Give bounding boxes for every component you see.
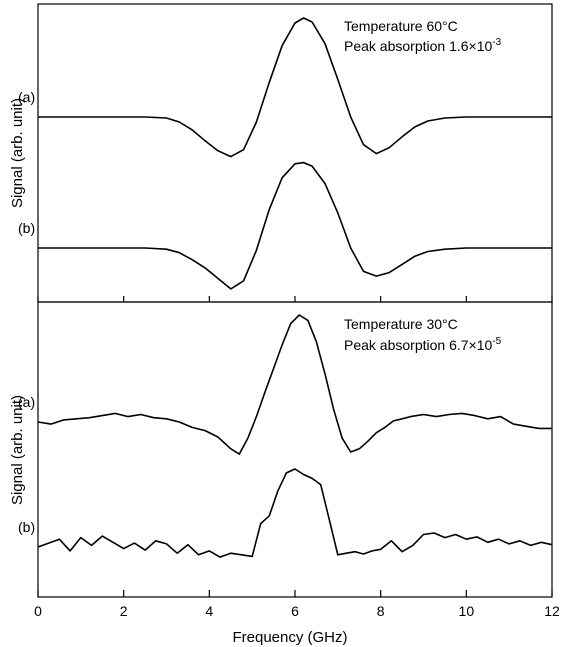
top-panel: Signal (arb. unit) Temperature 60°C Peak… [9,3,553,303]
bottom-traces: (a) (b) [18,314,553,558]
bottom-annotation-temperature: Temperature 30°C [344,316,458,332]
top-annotation-peak-exponent: -3 [492,37,501,48]
bottom-series-a-label: (a) [18,394,35,410]
x-tick-label: 6 [291,603,299,619]
top-annotation-peak-prefix: Peak absorption 1.6×10 [344,38,492,54]
x-tick-label: 4 [205,603,213,619]
top-annotation-temperature: Temperature 60°C [344,18,458,34]
bottom-annotation-peak-exponent: -5 [492,336,501,347]
top-series-a-line [38,17,552,158]
top-traces: (a) (b) [18,17,552,290]
bottom-series-b-line [37,468,553,558]
bottom-annotation-peak-prefix: Peak absorption 6.7×10 [344,337,492,353]
top-series-a-label: (a) [18,89,35,105]
top-series-b-label: (b) [18,220,35,236]
top-annotation-peak-absorption: Peak absorption 1.6×10-3 [344,37,502,54]
x-tick-label: 2 [120,603,128,619]
x-axis-label: Frequency (GHz) [232,629,347,646]
bottom-annotation-peak-absorption: Peak absorption 6.7×10-5 [344,336,502,353]
x-tick-label: 10 [459,603,475,619]
x-tick-label: 8 [377,603,385,619]
bottom-y-axis-label: Signal (arb. unit) [9,395,26,505]
top-y-axis-label: Signal (arb. unit) [9,98,26,208]
x-axis-ticks: 0 2 4 6 8 10 12 [34,296,560,619]
bottom-panel: Signal (arb. unit) Temperature 30°C Peak… [9,296,560,646]
bottom-series-a-line [37,314,552,455]
bottom-series-b-label: (b) [18,519,35,535]
top-series-b-line [38,161,552,290]
x-tick-label: 0 [34,603,42,619]
x-tick-label: 12 [544,603,560,619]
